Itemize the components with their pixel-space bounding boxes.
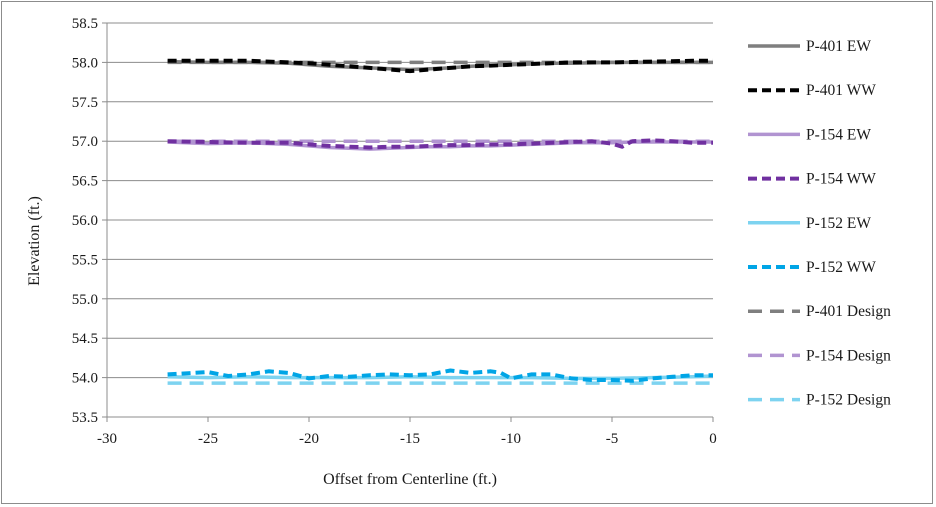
y-axis-title: Elevation (ft.) [26, 196, 43, 286]
y-tick-label: 57.0 [72, 134, 98, 150]
y-tick-label: 58.0 [72, 55, 98, 71]
x-tick-label: -20 [299, 431, 319, 447]
legend-label-p-401-ww: P-401 WW [806, 82, 876, 99]
legend-label-p-154-design: P-154 Design [806, 347, 891, 364]
y-tick-label: 58.5 [72, 16, 98, 32]
x-tick-label: -10 [501, 431, 521, 447]
series-line-p-152-ww [167, 368, 713, 383]
x-axis-ticks: -30 -25 -20 -15 -10 -5 0 [97, 417, 717, 447]
legend-label-p-401-design: P-401 Design [806, 303, 891, 320]
legend-label-p-152-ew: P-152 EW [806, 215, 871, 232]
series-line-p-154-ew [167, 140, 713, 151]
x-tick-label: 0 [709, 431, 717, 447]
y-tick-label: 54.5 [72, 331, 98, 347]
x-tick-label: -30 [97, 431, 117, 447]
series-line-p-152-ew [167, 374, 714, 381]
y-tick-label: 53.5 [72, 410, 98, 426]
legend: P-401 EW P-401 WW P-154 EW P-154 WW P-152 EW… [748, 38, 891, 409]
y-tick-label: 57.5 [72, 95, 98, 111]
legend-label-p-154-ew: P-154 EW [806, 126, 871, 143]
x-tick-label: -5 [606, 431, 619, 447]
y-tick-label: 56.5 [72, 174, 98, 190]
legend-label-p-154-ww: P-154 WW [806, 171, 876, 188]
legend-label-p-401-ew: P-401 EW [806, 38, 871, 55]
x-tick-label: -15 [400, 431, 420, 447]
y-tick-label: 56.0 [72, 213, 98, 229]
y-tick-label: 55.0 [72, 292, 98, 308]
x-tick-label: -25 [198, 431, 218, 447]
series-layer [167, 58, 714, 385]
series-line-p-401-ww [167, 58, 713, 74]
x-axis-title: Offset from Centerline (ft.) [323, 471, 497, 488]
legend-label-p-152-ww: P-152 WW [806, 259, 876, 276]
y-tick-label: 54.0 [72, 371, 98, 387]
gridlines [107, 22, 713, 379]
legend-label-p-152-design: P-152 Design [806, 392, 891, 409]
y-axis-ticks: 53.5 54.0 54.5 55.0 55.5 56.0 56.5 57.0 57.5 58.0… [72, 16, 107, 426]
y-tick-label: 55.5 [72, 252, 98, 268]
series-line-p-154-ww [167, 138, 713, 150]
